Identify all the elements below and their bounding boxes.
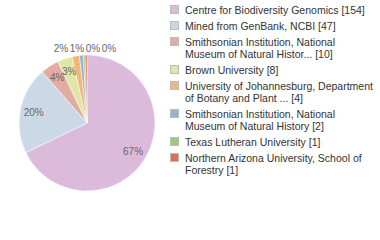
html-text:Brown University [8]: Brown University [8] [185,64,279,76]
svg-text:3%: 3% [62,66,77,77]
svg-text:0%: 0% [86,43,101,54]
html-text:University of Johannesburg, De: University of Johannesburg, Department o… [185,80,373,104]
html-text:Northern Arizona University, S: Northern Arizona University, School of F… [185,152,362,176]
svg-text:0%: 0% [102,43,117,54]
svg-text:20%: 20% [24,107,44,118]
svg-text:2%: 2% [54,43,69,54]
svg-text:1%: 1% [70,43,85,54]
html-text:Texas Lutheran University [1]: Texas Lutheran University [1] [185,136,321,148]
svg-text:4%: 4% [49,72,65,83]
html-text:Mined from GenBank, NCBI [47]: Mined from GenBank, NCBI [47] [185,20,336,32]
html-text:Smithsonian Institution, Natio: Smithsonian Institution, National Museum… [185,36,335,60]
html-text:Smithsonian Institution, Natio: Smithsonian Institution, National Museum… [185,108,335,132]
html-text:Centre for Biodiversity Genomi: Centre for Biodiversity Genomics [154] [185,4,365,16]
svg-text:67%: 67% [123,146,143,157]
